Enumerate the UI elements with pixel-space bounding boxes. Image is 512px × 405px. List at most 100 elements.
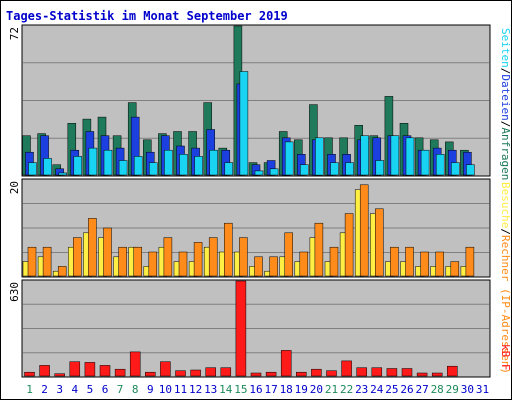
bar-middle-s1-day-17 bbox=[269, 256, 278, 277]
x-tick-label-22: 22 bbox=[340, 383, 353, 396]
bar-bottom-s0-day-23 bbox=[356, 367, 367, 377]
bar-middle-s1-day-5 bbox=[88, 218, 97, 277]
bar-top-s2-day-4 bbox=[73, 156, 83, 176]
bar-bottom-s0-day-14 bbox=[220, 367, 232, 377]
bar-bottom-s0-day-19 bbox=[296, 371, 307, 377]
bar-top-s2-day-1 bbox=[28, 162, 37, 176]
bar-bottom-s0-day-6 bbox=[99, 365, 111, 377]
bar-top-s2-day-25 bbox=[390, 135, 400, 176]
bar-bottom-s0-day-28 bbox=[431, 372, 443, 377]
bar-bottom-s0-day-29 bbox=[447, 365, 458, 377]
x-tick-label-15: 15 bbox=[234, 383, 247, 396]
legends-layer: Seiten/Dateien/Anfragen Besuche/Rechner (… bbox=[499, 28, 512, 374]
legend-bottom-series: kB F bbox=[499, 344, 512, 371]
x-tick-label-2: 2 bbox=[41, 383, 48, 396]
bar-top-s2-day-11 bbox=[179, 154, 188, 176]
bar-top-s2-day-24 bbox=[375, 160, 385, 176]
x-tick-label-30: 30 bbox=[461, 383, 474, 396]
x-tick-label-27: 27 bbox=[415, 383, 428, 396]
x-tick-label-28: 28 bbox=[431, 383, 444, 396]
bar-middle-s1-day-13 bbox=[208, 237, 218, 277]
bar-bottom-s0-day-27 bbox=[416, 372, 428, 377]
bar-bottom-s0-day-8 bbox=[129, 351, 141, 377]
x-tick-label-11: 11 bbox=[174, 383, 187, 396]
bar-bottom-s0-day-12 bbox=[190, 369, 201, 377]
x-tick-label-8: 8 bbox=[132, 383, 139, 396]
bar-bottom-s0-day-1 bbox=[24, 371, 35, 377]
bar-bottom-s0-day-15 bbox=[235, 280, 247, 377]
panel-bottom-ymax-label: 630 bbox=[8, 282, 21, 302]
bar-bottom-s0-day-9 bbox=[145, 371, 156, 377]
bar-top-s2-day-5 bbox=[88, 147, 98, 176]
x-tick-label-19: 19 bbox=[295, 383, 308, 396]
x-tick-label-1: 1 bbox=[26, 383, 33, 396]
bar-bottom-s0-day-21 bbox=[326, 370, 337, 377]
bar-middle-s1-day-7 bbox=[118, 246, 127, 277]
bar-top-s2-day-20 bbox=[315, 137, 324, 176]
x-tick-label-12: 12 bbox=[189, 383, 202, 396]
bar-bottom-s0-day-17 bbox=[265, 371, 277, 377]
x-tick-label-26: 26 bbox=[400, 383, 413, 396]
x-tick-label-10: 10 bbox=[159, 383, 172, 396]
bar-middle-s1-day-11 bbox=[178, 251, 188, 277]
bar-middle-s1-day-6 bbox=[103, 227, 112, 277]
legend-middle-series: Besuche/Rechner (IP-Adressen) bbox=[499, 182, 512, 374]
bar-bottom-s0-day-24 bbox=[371, 367, 383, 377]
bar-middle-s1-day-8 bbox=[133, 246, 142, 277]
bar-middle-s1-day-4 bbox=[73, 237, 82, 277]
x-tick-label-16: 16 bbox=[249, 383, 262, 396]
x-tick-label-20: 20 bbox=[310, 383, 323, 396]
bar-top-s2-day-2 bbox=[43, 158, 52, 176]
bar-top-s2-day-9 bbox=[149, 162, 158, 176]
x-tick-label-21: 21 bbox=[325, 383, 338, 396]
bar-middle-s1-day-24 bbox=[375, 208, 384, 277]
bar-middle-s1-day-2 bbox=[42, 246, 52, 277]
bar-bottom-s0-day-2 bbox=[39, 365, 50, 377]
x-tick-label-7: 7 bbox=[117, 383, 124, 396]
bar-top-s2-day-7 bbox=[118, 160, 128, 176]
bar-top-s2-day-16 bbox=[254, 170, 264, 176]
bar-middle-s1-day-26 bbox=[405, 246, 414, 277]
bar-bottom-s0-day-11 bbox=[175, 370, 186, 377]
bar-bottom-s0-day-26 bbox=[401, 368, 413, 377]
bar-middle-s1-day-30 bbox=[465, 246, 475, 277]
bar-bottom-s0-day-16 bbox=[250, 372, 262, 377]
x-tick-label-3: 3 bbox=[56, 383, 63, 396]
x-tick-label-17: 17 bbox=[264, 383, 277, 396]
bar-bottom-s0-day-5 bbox=[84, 362, 96, 377]
bar-middle-s1-day-15 bbox=[239, 237, 248, 277]
bars-layer bbox=[22, 25, 475, 377]
legend-top-series: Seiten/Dateien/Anfragen bbox=[499, 28, 512, 180]
x-tick-labels: 1 2 3 4 5 6 7 8 9 10 11 12 13 14 15 16 17 18 19 20 21 22 23 24 2… bbox=[26, 383, 489, 396]
bar-top-s2-day-6 bbox=[103, 149, 113, 176]
bar-middle-s1-day-14 bbox=[224, 222, 233, 277]
bar-top-s2-day-19 bbox=[300, 164, 309, 176]
bar-bottom-s0-day-18 bbox=[280, 350, 292, 377]
x-tick-label-18: 18 bbox=[280, 383, 293, 396]
x-tick-label-6: 6 bbox=[102, 383, 109, 396]
bar-middle-s1-day-22 bbox=[344, 213, 354, 277]
x-tick-label-14: 14 bbox=[219, 383, 233, 396]
panel-middle-ymax-label: 20 bbox=[8, 181, 21, 194]
x-tick-label-9: 9 bbox=[147, 383, 154, 396]
bar-top-s2-day-17 bbox=[269, 168, 279, 176]
bar-top-s2-day-28 bbox=[435, 154, 445, 176]
bar-top-s2-day-29 bbox=[451, 162, 460, 176]
bar-top-s2-day-18 bbox=[284, 141, 294, 176]
bar-bottom-s0-day-22 bbox=[341, 360, 352, 377]
bar-middle-s1-day-10 bbox=[163, 237, 173, 277]
bar-top-s2-day-10 bbox=[164, 149, 173, 176]
bar-middle-s1-day-3 bbox=[57, 266, 67, 277]
bar-bottom-s0-day-13 bbox=[205, 367, 216, 377]
bar-bottom-s0-day-7 bbox=[114, 368, 126, 377]
bar-middle-s1-day-16 bbox=[254, 256, 263, 277]
x-tick-label-4: 4 bbox=[71, 383, 78, 396]
bar-middle-s1-day-28 bbox=[435, 251, 444, 277]
y-max-labels: 72 20 630 bbox=[8, 27, 21, 302]
bar-middle-s1-day-27 bbox=[420, 251, 429, 277]
bar-top-s2-day-13 bbox=[209, 149, 218, 176]
bar-top-s2-day-30 bbox=[466, 164, 475, 176]
bar-middle-s1-day-12 bbox=[193, 242, 203, 277]
